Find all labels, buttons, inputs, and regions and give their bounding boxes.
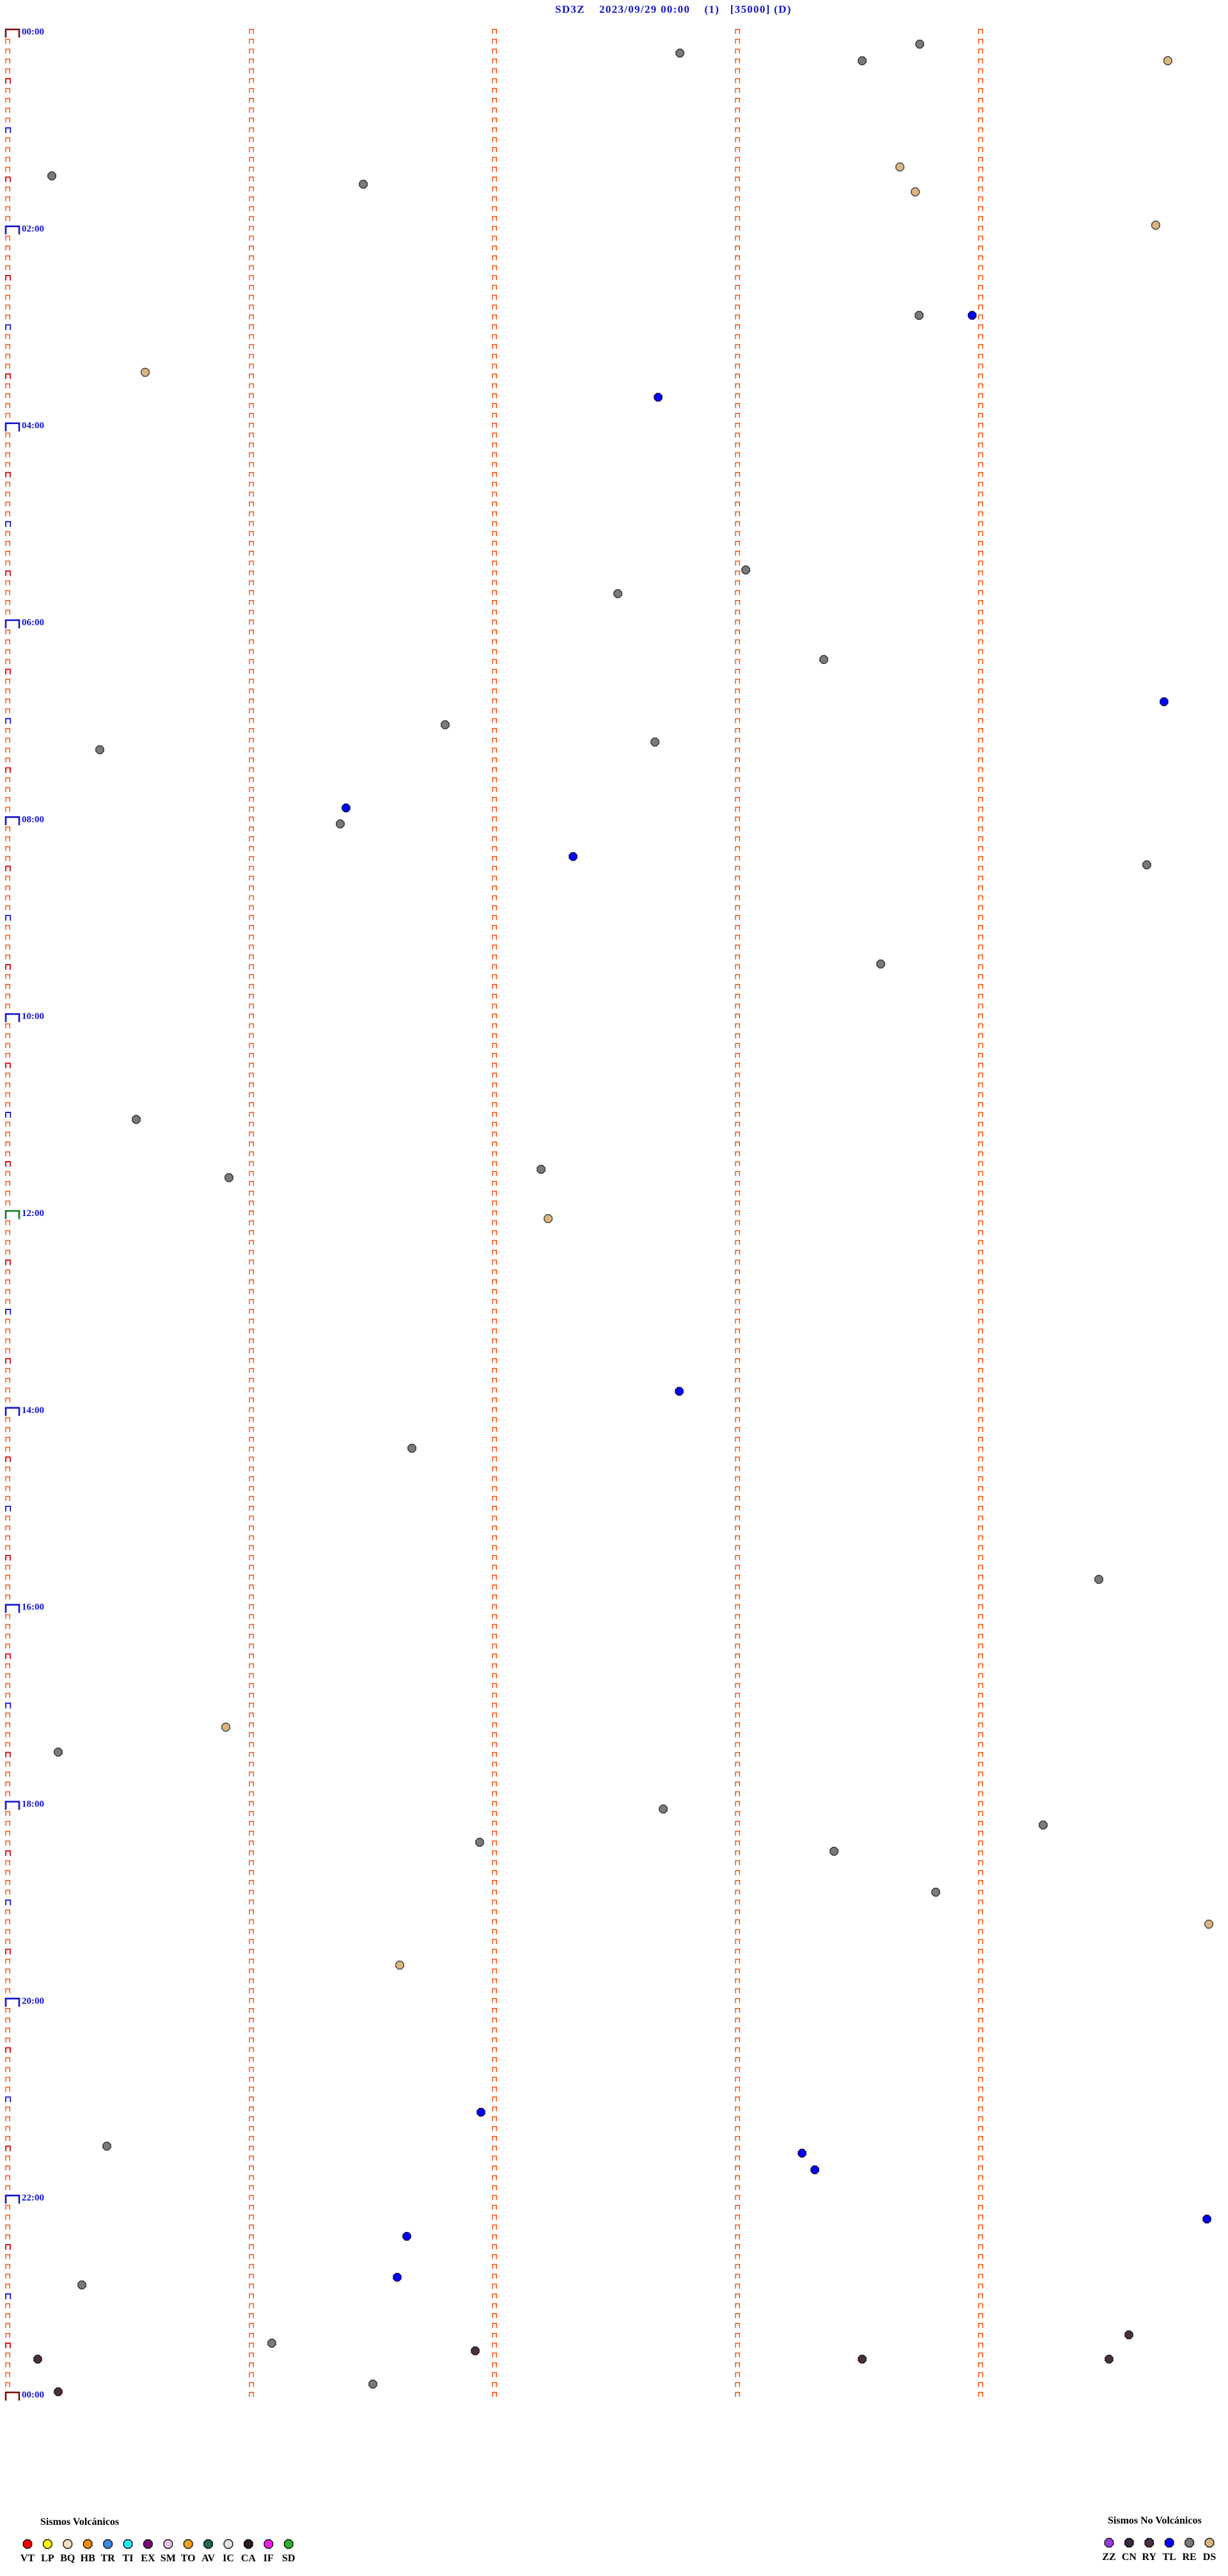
svg-text:EX: EX (141, 2553, 155, 2564)
svg-text:TR: TR (100, 2553, 115, 2564)
svg-text:CA: CA (241, 2553, 256, 2564)
svg-text:20:00: 20:00 (22, 1996, 44, 2006)
svg-text:Sismos Volcánicos: Sismos Volcánicos (40, 2517, 119, 2527)
svg-text:14:00: 14:00 (22, 1405, 44, 1416)
svg-text:00:00: 00:00 (22, 27, 44, 37)
svg-text:00:00: 00:00 (22, 2390, 44, 2400)
svg-text:02:00: 02:00 (22, 224, 44, 234)
svg-text:SD: SD (282, 2553, 295, 2564)
svg-text:10:00: 10:00 (22, 1011, 44, 1022)
svg-text:HB: HB (81, 2553, 95, 2564)
svg-text:18:00: 18:00 (22, 1799, 44, 1810)
svg-text:IF: IF (264, 2553, 274, 2564)
svg-text:TI: TI (123, 2553, 134, 2564)
svg-text:04:00: 04:00 (22, 421, 44, 431)
svg-text:22:00: 22:00 (22, 2193, 44, 2203)
svg-text:06:00: 06:00 (22, 618, 44, 628)
svg-text:LP: LP (41, 2553, 54, 2564)
svg-text:Sismos No Volcánicos: Sismos No Volcánicos (1108, 2515, 1202, 2526)
svg-text:SM: SM (161, 2553, 176, 2564)
svg-text:DS: DS (1203, 2552, 1216, 2563)
svg-text:RY: RY (1142, 2552, 1157, 2563)
svg-text:VT: VT (20, 2553, 35, 2564)
svg-text:CN: CN (1122, 2552, 1137, 2563)
svg-text:TO: TO (181, 2553, 196, 2564)
svg-text:IC: IC (223, 2553, 234, 2564)
svg-text:08:00: 08:00 (22, 814, 44, 825)
svg-text:BQ: BQ (60, 2553, 75, 2564)
svg-text:RE: RE (1182, 2552, 1196, 2563)
svg-text:16:00: 16:00 (22, 1602, 44, 1613)
svg-text:12:00: 12:00 (22, 1208, 44, 1219)
svg-text:ZZ: ZZ (1102, 2552, 1115, 2563)
svg-text:TL: TL (1163, 2552, 1176, 2563)
svg-text:AV: AV (201, 2553, 215, 2564)
